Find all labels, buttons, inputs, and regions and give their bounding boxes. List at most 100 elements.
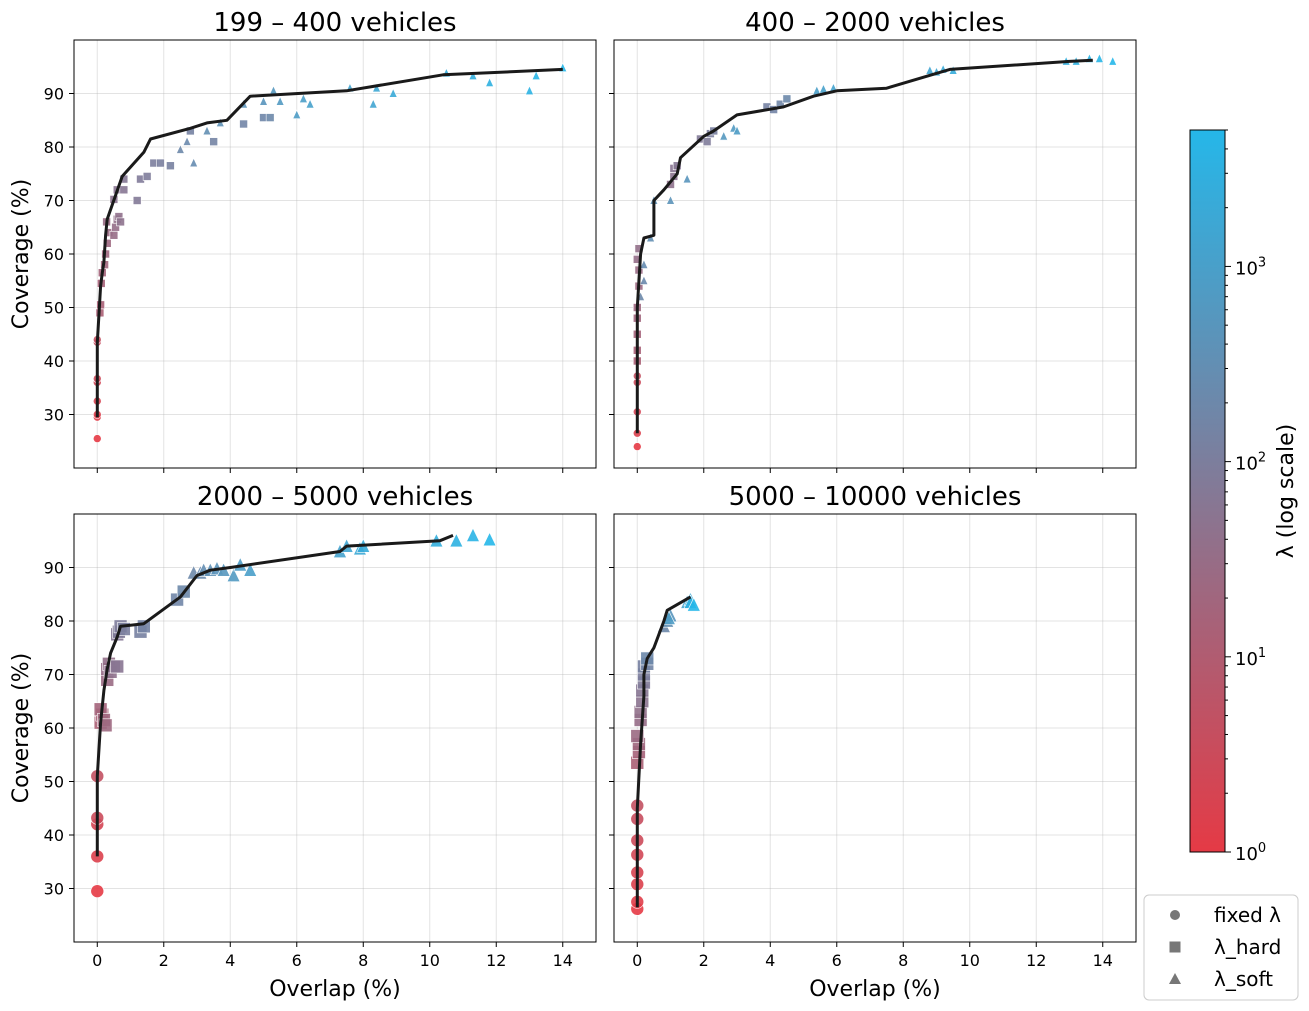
marker-lambda-soft — [1108, 55, 1118, 66]
panel-title: 5000 – 10000 vehicles — [729, 482, 1022, 512]
marker-lambda-hard — [109, 230, 119, 240]
plot-background — [614, 40, 1136, 468]
marker-lambda-soft — [368, 98, 378, 109]
x-tick-label: 6 — [292, 951, 302, 970]
marker-lambda-hard — [156, 158, 165, 168]
pareto-front-line — [95, 534, 454, 857]
marker-lambda-hard — [142, 172, 152, 181]
marker-lambda-soft — [449, 532, 464, 548]
y-tick-label: 40 — [44, 352, 64, 371]
marker-lambda-soft — [525, 85, 534, 95]
marker-lambda-soft — [531, 70, 541, 80]
panel-4: 0 2 4 6 8 10 12 14 5000 – 10000 vehicles Overlap … — [609, 482, 1137, 1002]
panel-3: 0 2 4 6 8 10 12 14 30 40 50 60 70 80 90 2000 – 5000 veh… — [9, 482, 597, 1002]
marker-lambda-hard — [119, 185, 129, 195]
x-tick-label: 14 — [1093, 951, 1113, 970]
marker-lambda-soft — [226, 567, 241, 583]
plot-frame — [73, 39, 597, 469]
marker-lambda-soft — [182, 136, 192, 146]
legend: fixed λ λ_hard λ_soft — [1143, 894, 1299, 1001]
x-tick-label: 8 — [358, 951, 368, 970]
gridlines — [614, 40, 1136, 468]
colorbar-tick-label: 101 — [1235, 646, 1266, 670]
marker-lambda-soft — [639, 259, 649, 269]
marker-lambda-hard — [132, 196, 142, 205]
y-tick-label: 50 — [44, 299, 64, 318]
legend-triangle-marker — [1169, 973, 1181, 984]
x-tick-label: 6 — [832, 951, 842, 970]
marker-lambda-hard — [702, 137, 712, 146]
marker-lambda-soft — [666, 194, 675, 205]
marker-lambda-soft — [202, 125, 212, 136]
marker-lambda-soft — [259, 96, 268, 106]
marker-fixed-lambda — [92, 434, 102, 443]
y-axis-title: Coverage (%) — [9, 653, 34, 803]
marker-lambda-soft — [243, 562, 258, 577]
plot-frame — [73, 513, 597, 943]
gridlines — [74, 40, 596, 468]
legend-circle-marker — [1170, 910, 1180, 920]
colorbar-tick-label: 100 — [1235, 841, 1266, 865]
x-tick-label: 10 — [960, 951, 980, 970]
x-tick-label: 2 — [699, 951, 709, 970]
plot-frame — [613, 513, 1137, 943]
x-axis-title: Overlap (%) — [809, 977, 941, 1002]
x-tick-label: 12 — [486, 951, 506, 970]
plot-background — [74, 40, 596, 468]
marker-lambda-soft — [189, 157, 199, 168]
plot-frame — [613, 39, 1137, 469]
marker-lambda-soft — [1094, 53, 1104, 63]
marker-lambda-soft — [686, 597, 701, 612]
marker-lambda-soft — [298, 93, 308, 103]
marker-lambda-soft — [466, 527, 480, 542]
marker-lambda-soft — [485, 77, 495, 87]
y-tick-label: 90 — [44, 559, 64, 578]
marker-lambda-soft — [482, 531, 497, 547]
x-tick-label: 14 — [553, 951, 573, 970]
marker-lambda-soft — [719, 130, 729, 141]
marker-lambda-soft — [388, 87, 398, 98]
panel-2: 400 – 2000 vehicles — [609, 8, 1137, 473]
marker-lambda-hard — [102, 239, 112, 248]
y-tick-label: 60 — [44, 245, 64, 264]
pareto-front-line — [635, 595, 692, 908]
legend-box — [1143, 894, 1299, 1001]
marker-lambda-soft — [468, 70, 478, 80]
y-tick-label: 70 — [44, 666, 64, 685]
x-tick-label: 12 — [1026, 951, 1046, 970]
panel-1: 30 40 50 60 70 80 90 199 – 400 vehicles Coverage… — [9, 8, 597, 473]
pareto-front-line — [635, 58, 1093, 434]
x-tick-label: 0 — [92, 951, 102, 970]
gridlines — [614, 514, 1136, 942]
y-tick-label: 30 — [44, 880, 64, 899]
marker-lambda-soft — [292, 109, 302, 119]
y-tick-label: 50 — [44, 773, 64, 792]
marker-lambda-soft — [732, 125, 742, 136]
colorbar: 100 101 102 103 λ (log scale) — [1189, 129, 1299, 865]
y-tick-label: 90 — [44, 85, 64, 104]
y-tick-label: 30 — [44, 406, 64, 425]
marker-lambda-hard — [209, 137, 218, 146]
marker-lambda-soft — [175, 144, 185, 154]
y-tick-label: 80 — [44, 612, 64, 631]
x-axis-title: Overlap (%) — [269, 977, 401, 1002]
x-tick-label: 0 — [632, 951, 642, 970]
pareto-front-line — [95, 67, 563, 418]
colorbar-label: λ (log scale) — [1274, 424, 1299, 558]
marker-fixed-lambda — [90, 884, 105, 898]
panel-title: 400 – 2000 vehicles — [745, 8, 1005, 38]
marker-fixed-lambda — [632, 442, 642, 451]
marker-lambda-hard — [166, 161, 175, 171]
marker-lambda-soft — [639, 275, 649, 285]
x-tick-label: 8 — [898, 951, 908, 970]
legend-square-marker — [1169, 941, 1181, 953]
gridlines — [74, 514, 596, 942]
panel-title: 2000 – 5000 vehicles — [197, 482, 473, 512]
colorbar-gradient — [1189, 129, 1226, 853]
y-tick-label: 80 — [44, 138, 64, 157]
marker-lambda-hard — [265, 113, 275, 122]
colorbar-tick-label: 102 — [1235, 451, 1266, 475]
marker-lambda-hard — [782, 94, 792, 104]
panel-title: 199 – 400 vehicles — [213, 8, 456, 38]
